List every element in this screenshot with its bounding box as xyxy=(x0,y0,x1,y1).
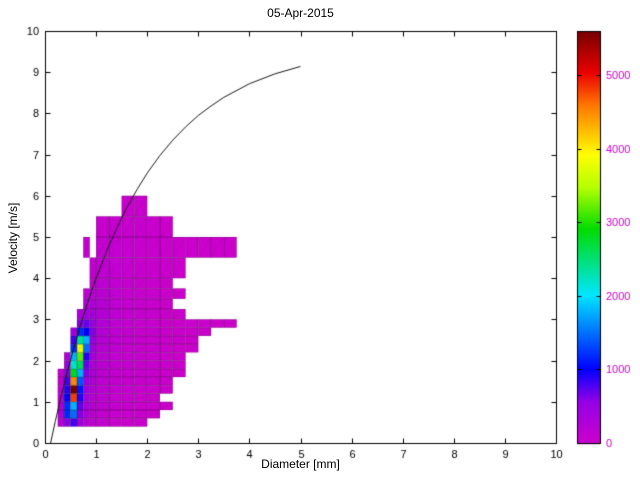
chart-title: 05-Apr-2015 xyxy=(267,6,334,20)
y-axis-label: Velocity [m/s] xyxy=(6,202,20,274)
x-axis-label: Diameter [mm] xyxy=(261,457,340,471)
